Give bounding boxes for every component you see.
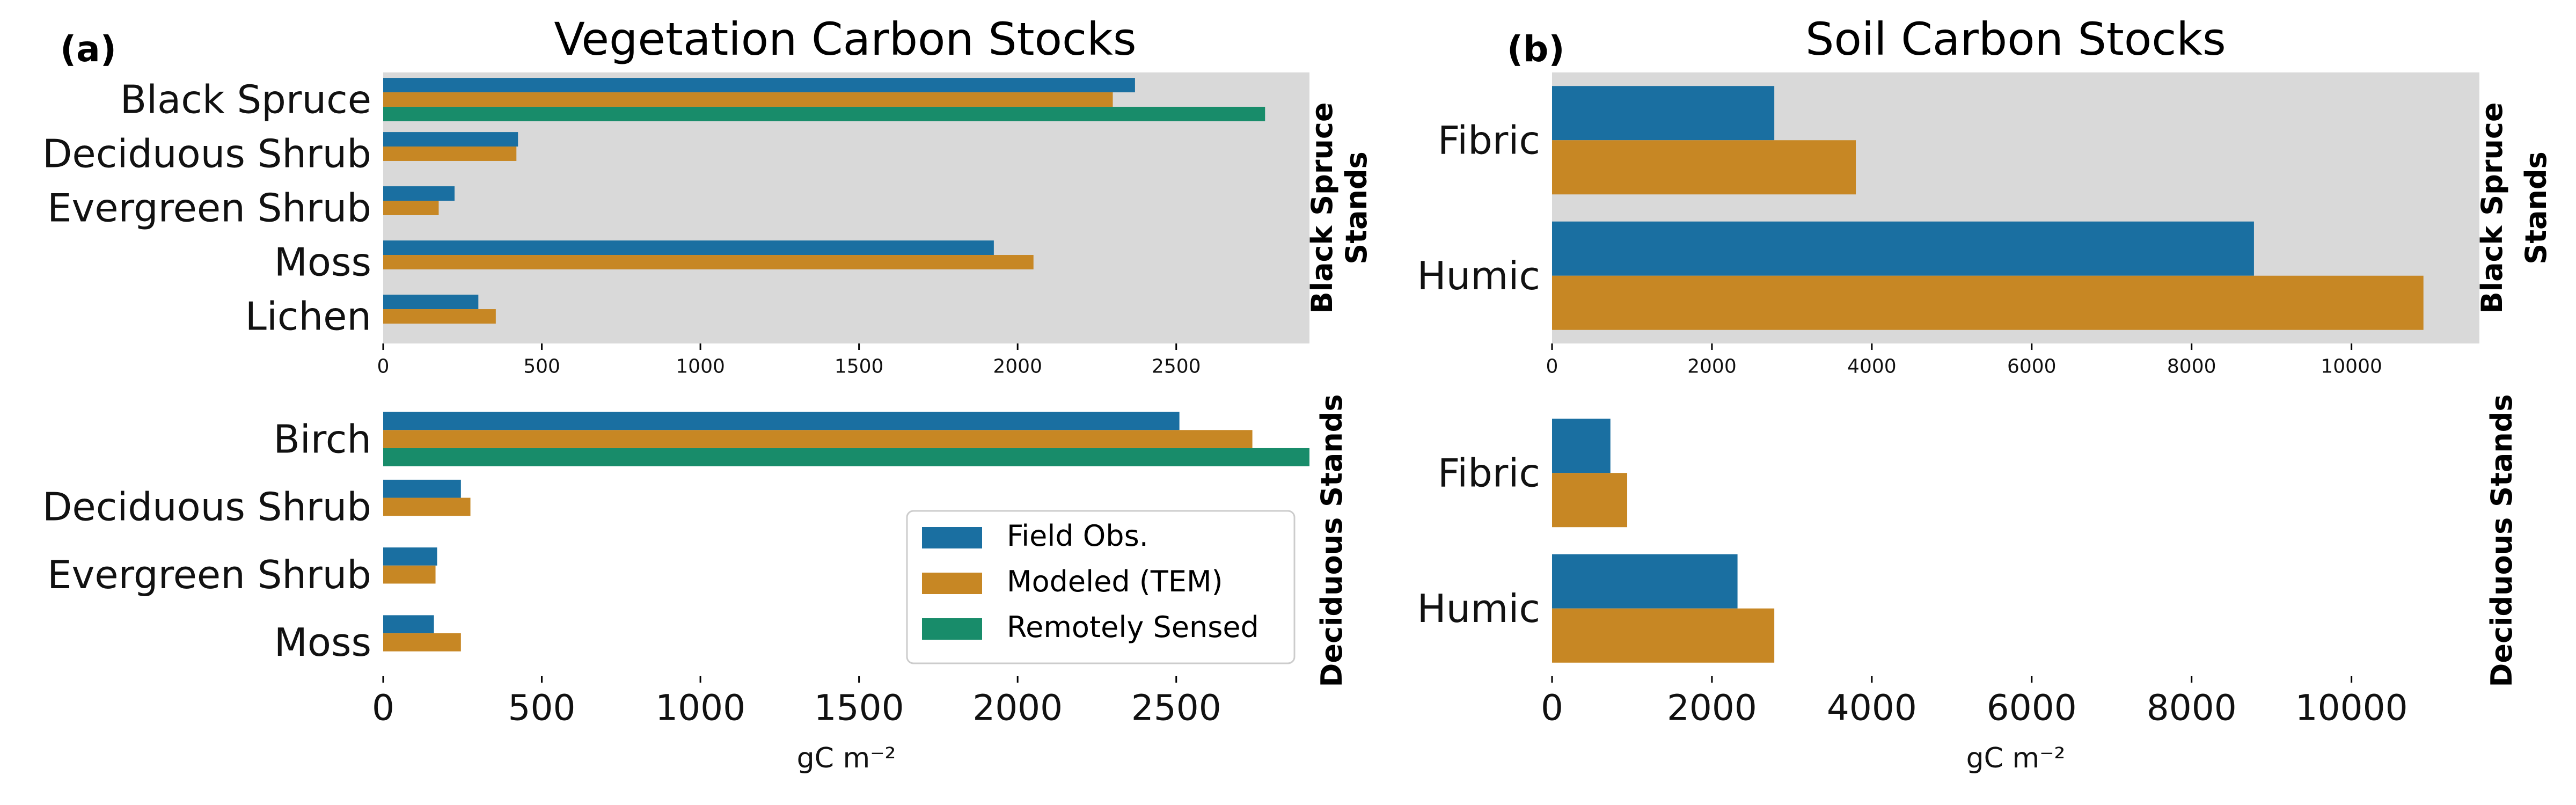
panel-2-x-tick-label: 2000 (972, 687, 1063, 728)
panel-1-bar-black-spruce-modeled-tem (383, 92, 1113, 107)
panel-1-row-label-line-2: Stands (1340, 151, 1373, 264)
panel-1-bar-lichen-modeled-tem (383, 309, 496, 324)
panel-4-category-label: Fibric (1438, 450, 1540, 495)
panel-4-bar-fibric-field-obs (1552, 419, 1611, 473)
panel-1-category-label: Deciduous Shrub (42, 131, 371, 177)
panel-2-bar-birch-remotely-sensed (383, 448, 1309, 466)
legend-label-remotely-sensed: Remotely Sensed (1007, 610, 1259, 644)
panel-4-x-tick-label: 6000 (1987, 687, 2077, 728)
panel-1-category-label: Moss (274, 240, 371, 285)
panel-1-category-label: Black Spruce (120, 77, 371, 122)
panel-2-bar-birch-modeled-tem (383, 430, 1253, 448)
panel-3-x-tick-label: 10000 (2321, 355, 2382, 377)
panel-2-row-label: Deciduous Stands (1315, 394, 1349, 687)
panel-2-category-label: Birch (273, 416, 371, 462)
legend: Field Obs. Modeled (TEM) Remotely Sensed (906, 510, 1296, 664)
panel-1-bar-black-spruce-field-obs (383, 78, 1135, 93)
panel-4-x-tick-label: 2000 (1667, 687, 1757, 728)
panel-a-title: Vegetation Carbon Stocks (554, 13, 1136, 65)
legend-swatch-field-obs (922, 527, 982, 548)
panel-1-bar-evergreen-shrub-modeled-tem (383, 201, 439, 215)
panel-2-category-label: Moss (274, 620, 371, 665)
panel-1-bar-deciduous-shrub-modeled-tem (383, 147, 517, 161)
panel-3-x-tick-label: 6000 (2007, 355, 2057, 377)
panel-b-title: Soil Carbon Stocks (1805, 13, 2226, 65)
panel-2-x-tick-label: 1500 (814, 687, 904, 728)
panel-3-x-tick-label: 8000 (2167, 355, 2216, 377)
panel-3-bar-humic-modeled-tem (1552, 275, 2424, 330)
panel-2-bar-birch-field-obs (383, 412, 1180, 430)
panel-3-category-label: Humic (1417, 253, 1541, 298)
legend-frame (906, 510, 1296, 664)
panel-b-label: (b) (1507, 28, 1565, 70)
panel-4-x-tick-label: 10000 (2295, 687, 2408, 728)
panel-4-category-label: Humic (1417, 586, 1541, 631)
panel-2-x-tick-label: 500 (508, 687, 576, 728)
panel-3-x-tick-label: 0 (1546, 355, 1558, 377)
panel-1-x-tick-label: 1500 (835, 355, 884, 377)
panel-1-x-tick-label: 500 (523, 355, 560, 377)
panel-1-bar-lichen-field-obs (383, 295, 479, 310)
legend-label-modeled-tem: Modeled (TEM) (1007, 565, 1223, 598)
chart-marks (382, 78, 2424, 683)
legend-swatch-remotely-sensed (922, 618, 982, 640)
panel-2-bar-deciduous-shrub-field-obs (383, 479, 461, 498)
panel-1-x-tick-label: 2500 (1152, 355, 1201, 377)
panel-1-row-label: Black Spruce (1305, 102, 1339, 313)
panel-1-x-tick-label: 0 (377, 355, 390, 377)
panel-1-category-label: Evergreen Shrub (47, 186, 371, 231)
panel-1-bar-moss-modeled-tem (383, 255, 1034, 269)
panel-2-bar-deciduous-shrub-modeled-tem (383, 497, 471, 516)
panel-2-x-tick-label: 1000 (655, 687, 745, 728)
panel-2-category-label: Evergreen Shrub (47, 552, 371, 597)
panel-2-bar-moss-field-obs (383, 615, 434, 634)
panel-2-x-tick-label: 2500 (1131, 687, 1221, 728)
panel-3-bar-fibric-modeled-tem (1552, 140, 1856, 195)
chart-text: (a) Vegetation Carbon Stocks (b) Soil Ca… (42, 13, 2553, 774)
panel-2-category-label: Deciduous Shrub (42, 485, 371, 530)
panel-4-x-axis-label: gC m⁻² (1966, 742, 2066, 774)
legend-swatch-modeled-tem (922, 573, 982, 594)
panel-4-x-tick-label: 0 (1541, 687, 1563, 728)
panel-3-bar-fibric-field-obs (1552, 86, 1775, 141)
panel-1-bar-moss-field-obs (383, 240, 994, 255)
panel-4-bar-humic-modeled-tem (1552, 608, 1775, 663)
panel-2-bar-moss-modeled-tem (383, 633, 461, 652)
panel-a-label: (a) (60, 28, 116, 70)
panel-1-bar-black-spruce-remotely-sensed (383, 106, 1265, 121)
panel-3-x-tick-label: 2000 (1687, 355, 1737, 377)
panel-4-x-tick-label: 8000 (2147, 687, 2237, 728)
panel-2-x-tick-label: 0 (372, 687, 394, 728)
panel-2-bar-evergreen-shrub-modeled-tem (383, 565, 436, 584)
panel-3-x-tick-label: 4000 (1847, 355, 1897, 377)
panel-1-x-tick-label: 2000 (993, 355, 1042, 377)
panel-2-bar-evergreen-shrub-field-obs (383, 547, 437, 566)
panel-4-row-label: Deciduous Stands (2485, 394, 2519, 687)
panel-3-row-label: Black Spruce (2475, 102, 2509, 313)
panel-4-bar-fibric-modeled-tem (1552, 473, 1628, 528)
panel-2-x-axis-label: gC m⁻² (797, 742, 896, 774)
panel-1-bar-deciduous-shrub-field-obs (383, 132, 518, 147)
panel-3-category-label: Fibric (1438, 118, 1540, 163)
panel-3-bar-humic-field-obs (1552, 221, 2254, 276)
panel-3-row-label-line-2: Stands (2519, 151, 2553, 264)
panel-4-bar-humic-field-obs (1552, 554, 1738, 609)
panel-1-category-label: Lichen (245, 294, 371, 339)
legend-label-field-obs: Field Obs. (1007, 519, 1148, 553)
panel-1-bar-evergreen-shrub-field-obs (383, 186, 455, 201)
panel-4-x-tick-label: 4000 (1827, 687, 1917, 728)
panel-1-x-tick-label: 1000 (676, 355, 725, 377)
